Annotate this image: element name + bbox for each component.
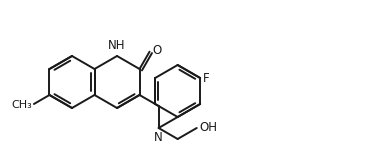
Text: F: F [203, 71, 210, 85]
Text: CH₃: CH₃ [11, 100, 32, 110]
Text: O: O [152, 44, 162, 57]
Text: NH: NH [108, 39, 126, 52]
Text: OH: OH [200, 121, 218, 133]
Text: N: N [154, 131, 163, 144]
